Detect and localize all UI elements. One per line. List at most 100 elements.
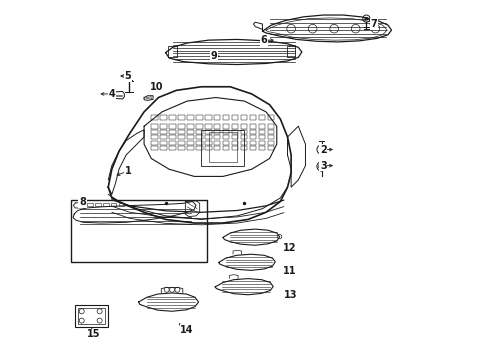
Bar	[214, 146, 220, 150]
Bar	[214, 130, 220, 134]
Bar	[241, 125, 247, 129]
Text: 14: 14	[180, 325, 193, 335]
Bar	[223, 140, 229, 145]
Text: 10: 10	[150, 82, 163, 92]
Bar	[201, 130, 244, 166]
Bar	[267, 135, 274, 139]
Bar	[267, 146, 274, 150]
Bar	[231, 140, 238, 145]
Bar	[75, 305, 107, 327]
Bar	[258, 130, 265, 134]
Bar	[267, 125, 274, 129]
Bar	[151, 116, 158, 120]
Bar	[241, 135, 247, 139]
Bar	[178, 146, 184, 150]
Bar	[151, 140, 158, 145]
Bar	[223, 116, 229, 120]
Text: 11: 11	[282, 266, 295, 276]
Bar	[249, 146, 256, 150]
Bar	[178, 116, 184, 120]
Bar	[87, 203, 93, 206]
Bar	[160, 125, 166, 129]
Bar	[196, 146, 202, 150]
Bar	[119, 203, 124, 206]
Bar	[169, 135, 175, 139]
Bar	[103, 203, 108, 206]
Text: 4: 4	[108, 89, 115, 99]
Bar	[241, 140, 247, 145]
Text: 13: 13	[283, 290, 297, 300]
Bar	[169, 116, 175, 120]
Text: 5: 5	[124, 71, 131, 81]
Bar	[204, 135, 211, 139]
Bar	[258, 125, 265, 129]
Bar	[249, 125, 256, 129]
Text: 1: 1	[124, 166, 131, 176]
Bar	[258, 146, 265, 150]
Bar	[196, 116, 202, 120]
Bar	[249, 135, 256, 139]
Bar	[241, 130, 247, 134]
Bar	[223, 146, 229, 150]
Bar	[249, 116, 256, 120]
Bar	[258, 140, 265, 145]
Bar	[267, 116, 274, 120]
Bar	[70, 200, 206, 262]
Bar	[214, 140, 220, 145]
Circle shape	[364, 17, 367, 20]
Text: 8: 8	[79, 197, 86, 207]
Bar	[151, 146, 158, 150]
Bar	[249, 140, 256, 145]
Bar	[160, 135, 166, 139]
Bar	[187, 140, 193, 145]
Bar	[111, 203, 116, 206]
Bar	[178, 130, 184, 134]
Bar	[214, 135, 220, 139]
Bar	[160, 116, 166, 120]
Bar	[223, 130, 229, 134]
Bar	[258, 135, 265, 139]
Bar	[214, 125, 220, 129]
Bar	[231, 130, 238, 134]
Bar	[169, 130, 175, 134]
Bar	[241, 146, 247, 150]
Bar	[151, 130, 158, 134]
Bar	[231, 135, 238, 139]
Bar	[267, 130, 274, 134]
Bar	[231, 125, 238, 129]
Bar	[169, 140, 175, 145]
Bar	[160, 140, 166, 145]
Bar	[214, 116, 220, 120]
Bar	[169, 146, 175, 150]
Text: 12: 12	[282, 243, 295, 253]
Bar	[160, 130, 166, 134]
Bar	[168, 45, 177, 57]
Bar	[204, 140, 211, 145]
Text: 15: 15	[87, 329, 101, 339]
Text: 2: 2	[319, 144, 326, 154]
Bar	[187, 146, 193, 150]
Bar	[95, 203, 101, 206]
Bar	[231, 116, 238, 120]
Bar	[223, 125, 229, 129]
Bar	[196, 135, 202, 139]
Bar	[231, 146, 238, 150]
Bar	[151, 125, 158, 129]
Bar	[258, 116, 265, 120]
Text: 7: 7	[369, 19, 376, 29]
Bar	[178, 140, 184, 145]
Bar	[178, 135, 184, 139]
Bar	[204, 146, 211, 150]
Bar	[169, 125, 175, 129]
Bar	[196, 140, 202, 145]
Bar	[249, 130, 256, 134]
Bar	[178, 125, 184, 129]
Bar	[223, 135, 229, 139]
Bar	[267, 140, 274, 145]
Bar	[204, 116, 211, 120]
Bar	[286, 45, 295, 57]
Bar	[187, 116, 193, 120]
Bar	[187, 130, 193, 134]
Text: 9: 9	[210, 51, 217, 61]
Bar	[160, 146, 166, 150]
